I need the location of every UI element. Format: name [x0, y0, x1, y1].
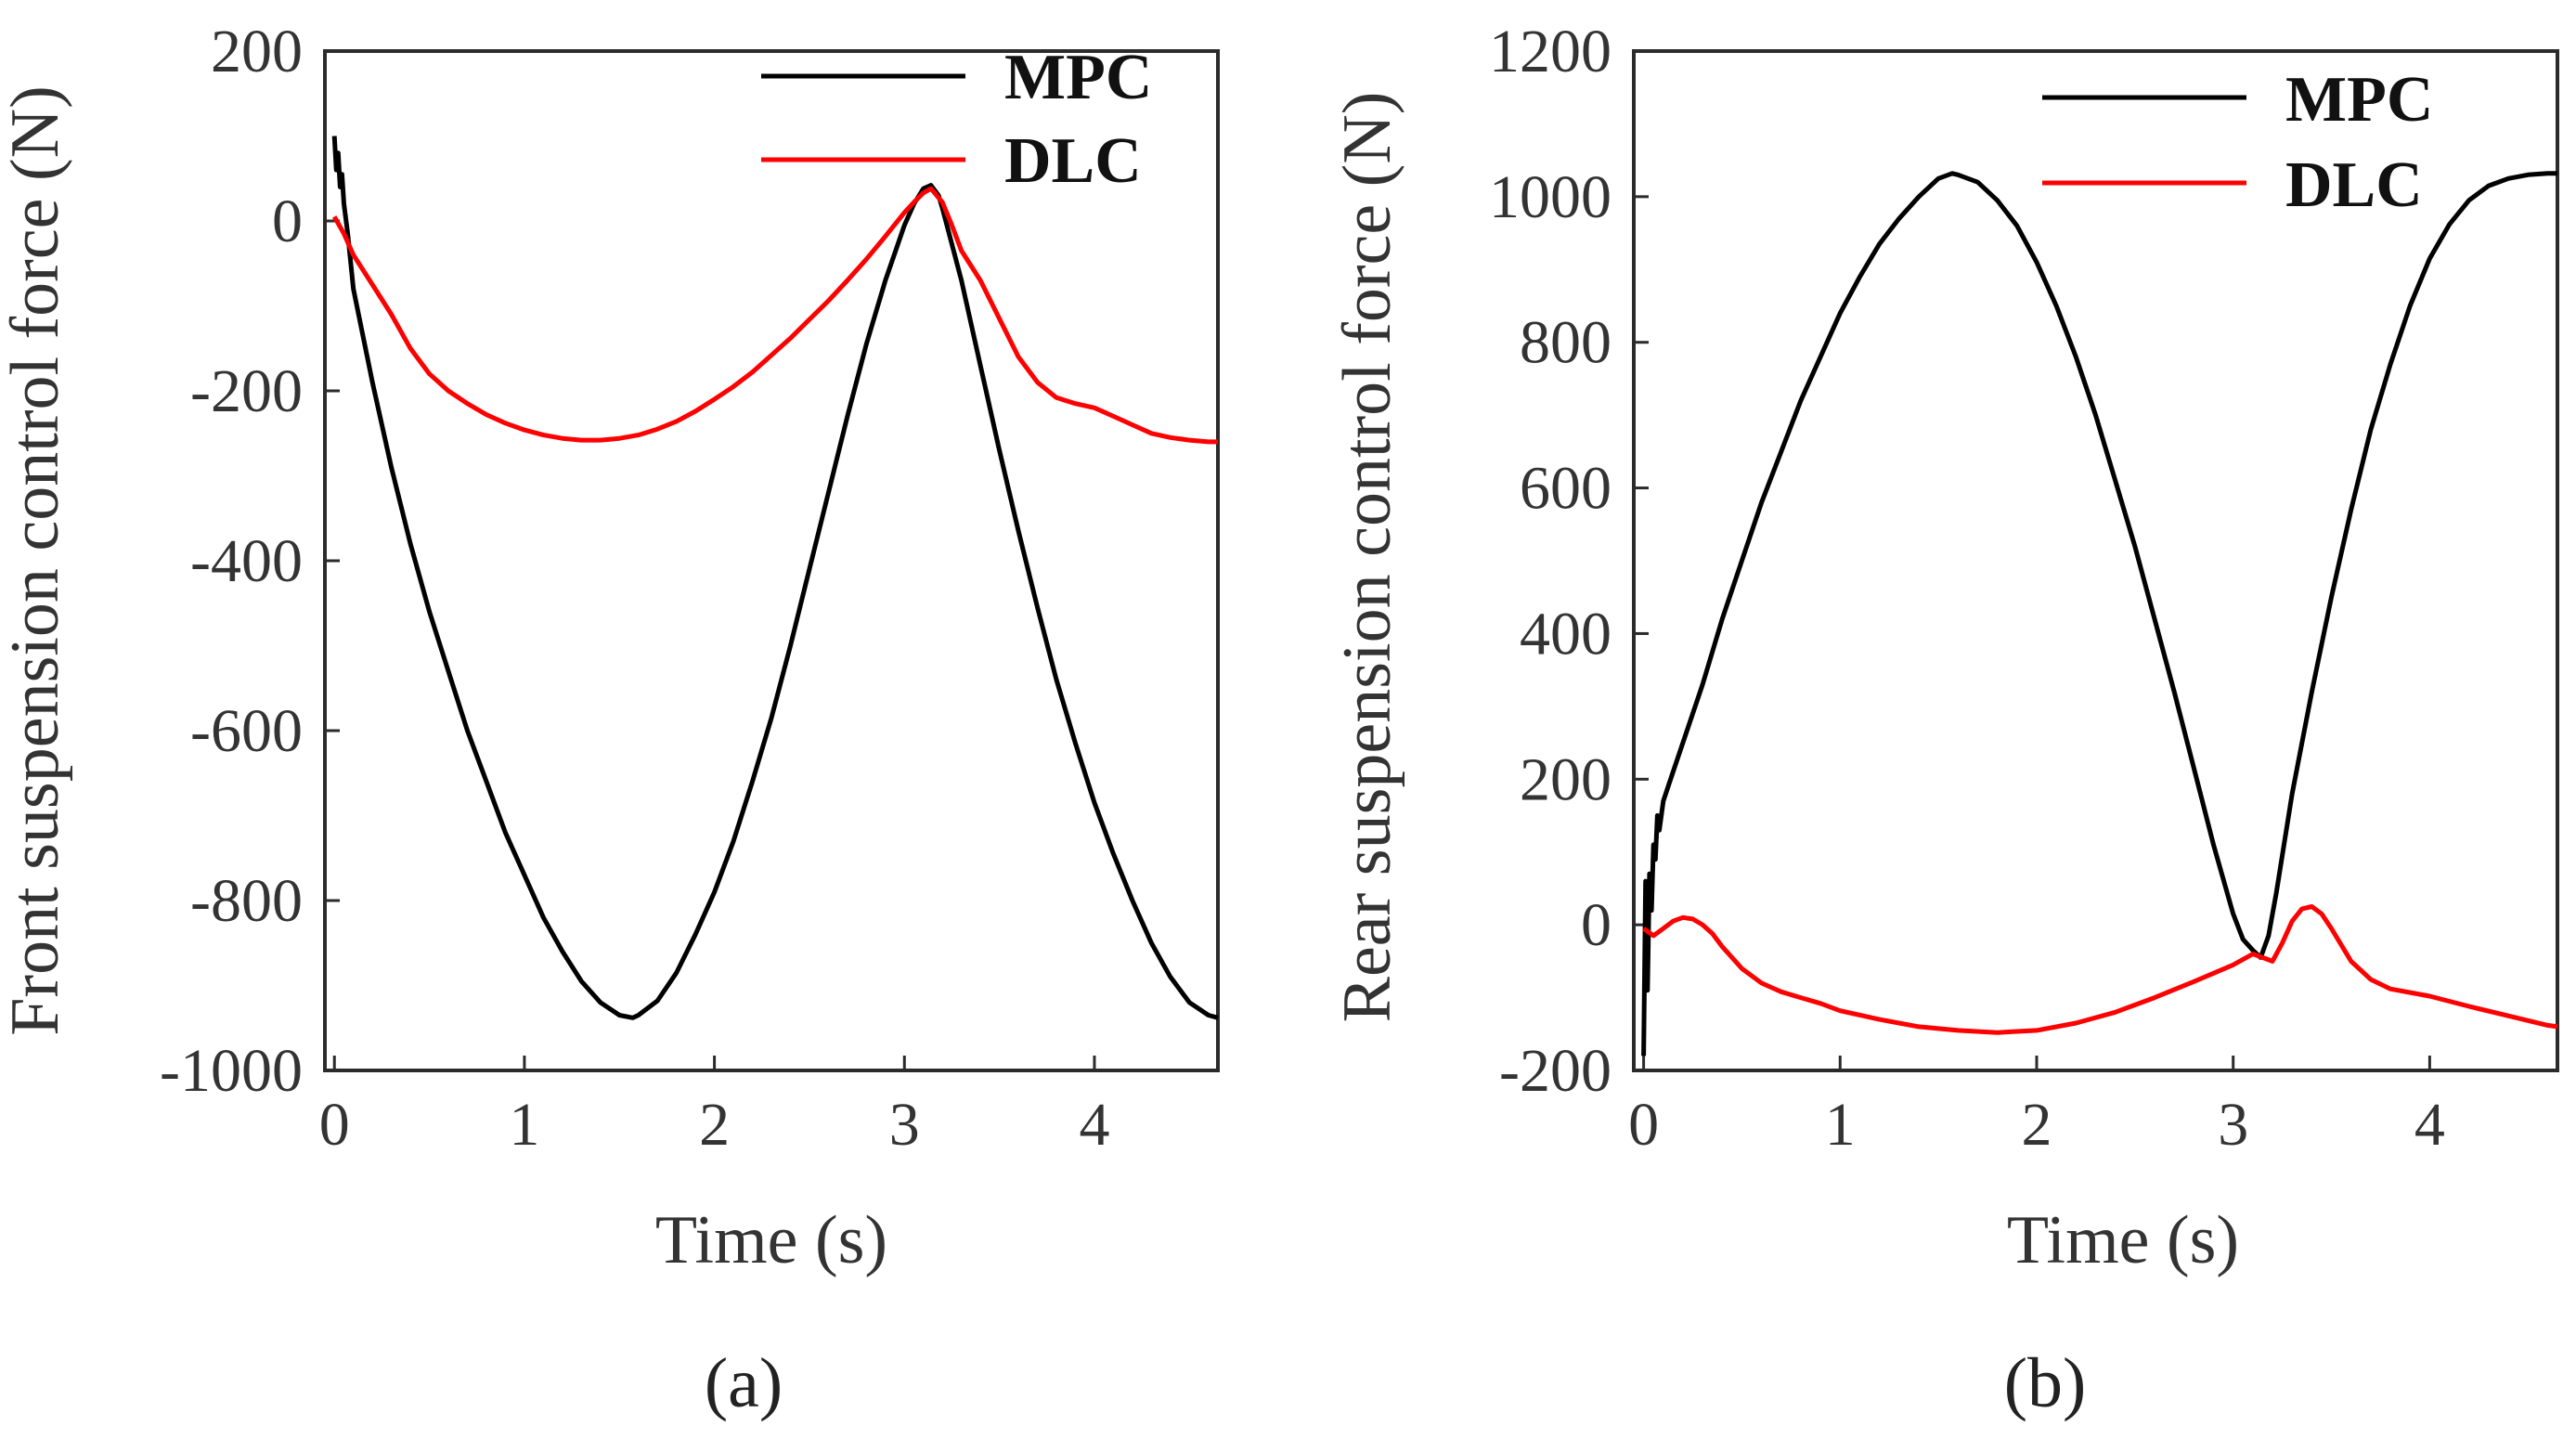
y-ticks-b: -200 0 200 400 600 800 1000 1200	[1489, 18, 1649, 1105]
x-tick-label-b-3: 3	[2218, 1091, 2248, 1159]
x-tick-label-a-1: 1	[509, 1091, 539, 1159]
legend-label-dlc-a: DLC	[1004, 125, 1142, 197]
y-tick-label-a-6: 200	[211, 18, 303, 85]
series-group-a	[331, 136, 1219, 1020]
y-tick-label-a-4: -200	[190, 357, 303, 425]
y-tick-label-b-2: 200	[1520, 745, 1612, 813]
y-tick-label-b-3: 400	[1520, 600, 1612, 668]
y-tick-label-a-1: -800	[190, 867, 303, 935]
x-ticks-a: 0 1 2 3 4	[319, 1056, 1109, 1159]
y-tick-label-b-4: 600	[1520, 455, 1612, 523]
series-mpc-b	[1641, 171, 2557, 1057]
series-group-b	[1641, 171, 2558, 1057]
y-tick-label-b-5: 800	[1520, 309, 1612, 377]
subfigure-label-b: (b)	[2004, 1344, 2087, 1422]
x-tick-label-a-2: 2	[699, 1091, 730, 1159]
legend-label-mpc-b: MPC	[2285, 64, 2433, 136]
plot-frame-a	[323, 49, 1220, 1072]
x-tick-label-b-4: 4	[2414, 1091, 2445, 1159]
x-tick-label-b-0: 0	[1628, 1091, 1659, 1159]
y-axis-label-b: Rear suspension control force (N)	[1329, 92, 1405, 1023]
panel-a: 0 1 2 3 4 -1000 -800 -600 -400 -200 0 200 Time (s)…	[0, 18, 1220, 1422]
y-tick-label-a-2: -600	[190, 697, 303, 765]
x-tick-label-a-4: 4	[1079, 1091, 1109, 1159]
y-tick-label-b-7: 1200	[1489, 18, 1612, 85]
x-ticks-b: 0 1 2 3 4	[1628, 1056, 2445, 1159]
y-axis-label-a: Front suspension control force (N)	[0, 85, 73, 1035]
y-tick-label-b-0: -200	[1499, 1037, 1612, 1105]
plot-frame-b	[1632, 49, 2559, 1072]
x-tick-label-b-1: 1	[1825, 1091, 1856, 1159]
legend-b: MPC DLC	[2042, 64, 2433, 221]
y-tick-label-a-0: -1000	[160, 1037, 303, 1105]
y-tick-label-b-1: 0	[1581, 891, 1612, 959]
y-tick-label-a-3: -400	[190, 527, 303, 595]
x-tick-label-a-3: 3	[889, 1091, 920, 1159]
series-dlc-a	[332, 186, 1218, 445]
x-axis-label-a: Time (s)	[655, 1202, 887, 1278]
series-dlc-b	[1642, 904, 2558, 1035]
series-mpc-a	[331, 136, 1219, 1020]
x-tick-label-b-2: 2	[2021, 1091, 2052, 1159]
y-tick-label-b-6: 1000	[1489, 163, 1612, 231]
y-ticks-a: -1000 -800 -600 -400 -200 0 200	[160, 18, 340, 1105]
x-tick-label-a-0: 0	[319, 1091, 350, 1159]
y-tick-label-a-5: 0	[272, 188, 303, 255]
subfigure-label-a: (a)	[705, 1344, 783, 1422]
legend-label-dlc-b: DLC	[2285, 149, 2423, 221]
x-axis-label-b: Time (s)	[2007, 1202, 2239, 1278]
legend-label-mpc-a: MPC	[1004, 42, 1152, 113]
legend-a: MPC DLC	[761, 42, 1152, 197]
